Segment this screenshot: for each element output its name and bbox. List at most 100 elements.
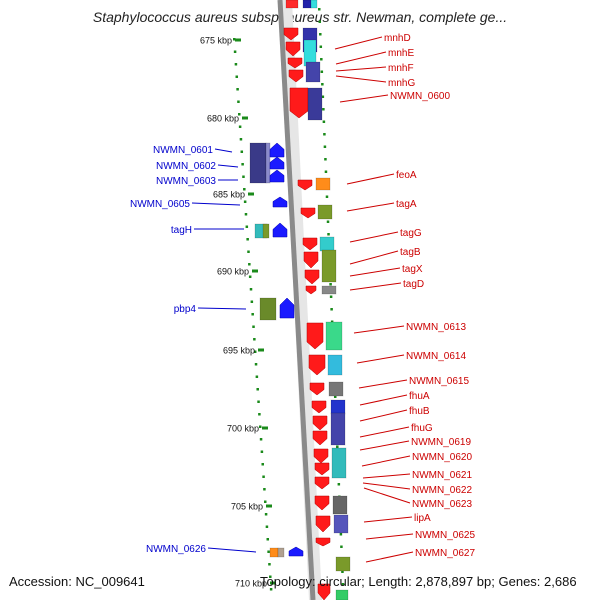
gene-label-right: NWMN_0627 bbox=[415, 548, 475, 559]
label-leader-line bbox=[365, 551, 414, 563]
gene-label-left: tagH bbox=[171, 225, 192, 236]
label-leader-line bbox=[349, 231, 399, 243]
gene-function-box bbox=[265, 142, 271, 184]
outer-ruler-dot bbox=[324, 158, 327, 161]
reverse-gene-arrow bbox=[314, 495, 330, 511]
gene-function-box bbox=[321, 285, 337, 295]
outer-ruler-dot bbox=[321, 95, 325, 98]
label-leader-line bbox=[362, 473, 411, 479]
label-leader-line bbox=[349, 282, 402, 291]
ruler-tick bbox=[248, 192, 254, 196]
gene-label-right: NWMN_0625 bbox=[415, 530, 475, 541]
label-leader-line bbox=[356, 354, 405, 364]
label-leader-line bbox=[214, 148, 233, 153]
inner-ruler-dot bbox=[245, 225, 249, 228]
outer-ruler-dot bbox=[341, 570, 344, 573]
outer-ruler-dot bbox=[336, 445, 339, 448]
inner-ruler-dot bbox=[263, 488, 266, 491]
label-leader-line bbox=[363, 487, 411, 504]
gene-label-right: NWMN_0622 bbox=[412, 485, 472, 496]
inner-ruler-dot bbox=[248, 275, 252, 278]
ruler-tick-label: 680 kbp bbox=[207, 114, 239, 124]
label-leader-line bbox=[217, 164, 239, 168]
gene-label-right: NWMN_0600 bbox=[390, 91, 450, 102]
forward-gene-arrow bbox=[272, 222, 288, 238]
gene-function-box bbox=[325, 321, 343, 351]
inner-ruler-dot bbox=[264, 513, 268, 516]
inner-ruler-dot bbox=[242, 175, 245, 178]
inner-ruler-dot bbox=[237, 100, 240, 103]
gene-function-box bbox=[330, 412, 346, 446]
label-leader-line bbox=[349, 267, 401, 277]
label-leader-line bbox=[335, 66, 387, 72]
gene-label-left: NWMN_0626 bbox=[146, 544, 206, 555]
inner-ruler-dot bbox=[258, 425, 262, 428]
reverse-gene-arrow bbox=[285, 41, 301, 57]
outer-ruler-dot bbox=[326, 220, 330, 223]
gene-label-right: NWMN_0615 bbox=[409, 376, 469, 387]
outer-ruler-dot bbox=[319, 33, 322, 36]
reverse-gene-arrow bbox=[317, 583, 331, 600]
gene-function-box bbox=[319, 236, 335, 252]
inner-ruler-dot bbox=[265, 525, 269, 528]
outer-ruler-dot bbox=[321, 83, 324, 86]
reverse-gene-arrow bbox=[315, 537, 331, 547]
gene-label-right: mnhE bbox=[388, 48, 414, 59]
inner-ruler-dot bbox=[251, 313, 254, 316]
inner-ruler-dot bbox=[243, 200, 247, 203]
ruler-tick bbox=[242, 116, 248, 120]
reverse-gene-arrow bbox=[287, 57, 303, 69]
inner-ruler-dot bbox=[236, 88, 239, 91]
inner-ruler-dot bbox=[257, 400, 260, 403]
reverse-gene-arrow bbox=[315, 515, 331, 533]
inner-ruler-dot bbox=[244, 213, 248, 216]
inner-ruler-dot bbox=[234, 63, 238, 66]
gene-function-box bbox=[277, 547, 285, 558]
reverse-gene-arrow bbox=[283, 27, 299, 41]
forward-gene-arrow bbox=[288, 546, 304, 557]
reverse-gene-arrow bbox=[300, 207, 316, 219]
gene-function-box bbox=[305, 61, 321, 83]
label-leader-line bbox=[361, 455, 411, 467]
inner-ruler-dot bbox=[254, 363, 258, 366]
inner-ruler-dot bbox=[243, 188, 246, 191]
gene-function-box bbox=[321, 249, 337, 283]
ruler-tick bbox=[235, 38, 241, 42]
gene-label-right: tagD bbox=[403, 279, 424, 290]
reverse-gene-arrow bbox=[308, 354, 326, 376]
outer-ruler-dot bbox=[319, 45, 323, 48]
inner-ruler-dot bbox=[259, 438, 263, 441]
gene-label-left: pbp4 bbox=[174, 304, 197, 315]
gene-label-right: NWMN_0623 bbox=[412, 499, 472, 510]
reverse-gene-arrow bbox=[297, 179, 313, 191]
inner-ruler-dot bbox=[246, 238, 249, 241]
genome-title: Staphylococcus aureus subsp. aureus str.… bbox=[92, 9, 508, 25]
gene-label-right: NWMN_0621 bbox=[412, 470, 472, 481]
gene-label-right: mnhF bbox=[388, 63, 414, 74]
genome-backbone bbox=[277, 0, 316, 600]
gene-function-box bbox=[328, 381, 344, 397]
outer-ruler-dot bbox=[323, 145, 327, 148]
label-leader-line bbox=[191, 202, 241, 206]
label-leader-line bbox=[197, 307, 247, 310]
gene-label-right: tagB bbox=[400, 247, 421, 258]
gene-label-right: fhuG bbox=[411, 423, 433, 434]
outer-ruler-dot bbox=[330, 320, 334, 323]
label-leader-line bbox=[363, 516, 413, 523]
outer-ruler-dot bbox=[340, 545, 343, 548]
outer-ruler-dot bbox=[322, 108, 325, 111]
label-leader-line bbox=[346, 173, 395, 185]
gene-function-box bbox=[335, 589, 349, 600]
accession-label: Accession: NC_009641 bbox=[9, 574, 145, 589]
outer-ruler-dot bbox=[339, 533, 343, 536]
inner-ruler-dot bbox=[267, 550, 270, 553]
gene-function-box bbox=[333, 514, 349, 534]
label-leader-line bbox=[334, 36, 383, 50]
inner-ruler-dot bbox=[255, 375, 259, 378]
label-leader-line bbox=[335, 75, 387, 83]
inner-ruler-dot bbox=[268, 563, 271, 566]
outer-ruler-dot bbox=[320, 58, 323, 61]
ruler-tick bbox=[270, 581, 276, 585]
reverse-gene-arrow bbox=[313, 448, 329, 464]
outer-ruler-dot bbox=[330, 308, 333, 311]
